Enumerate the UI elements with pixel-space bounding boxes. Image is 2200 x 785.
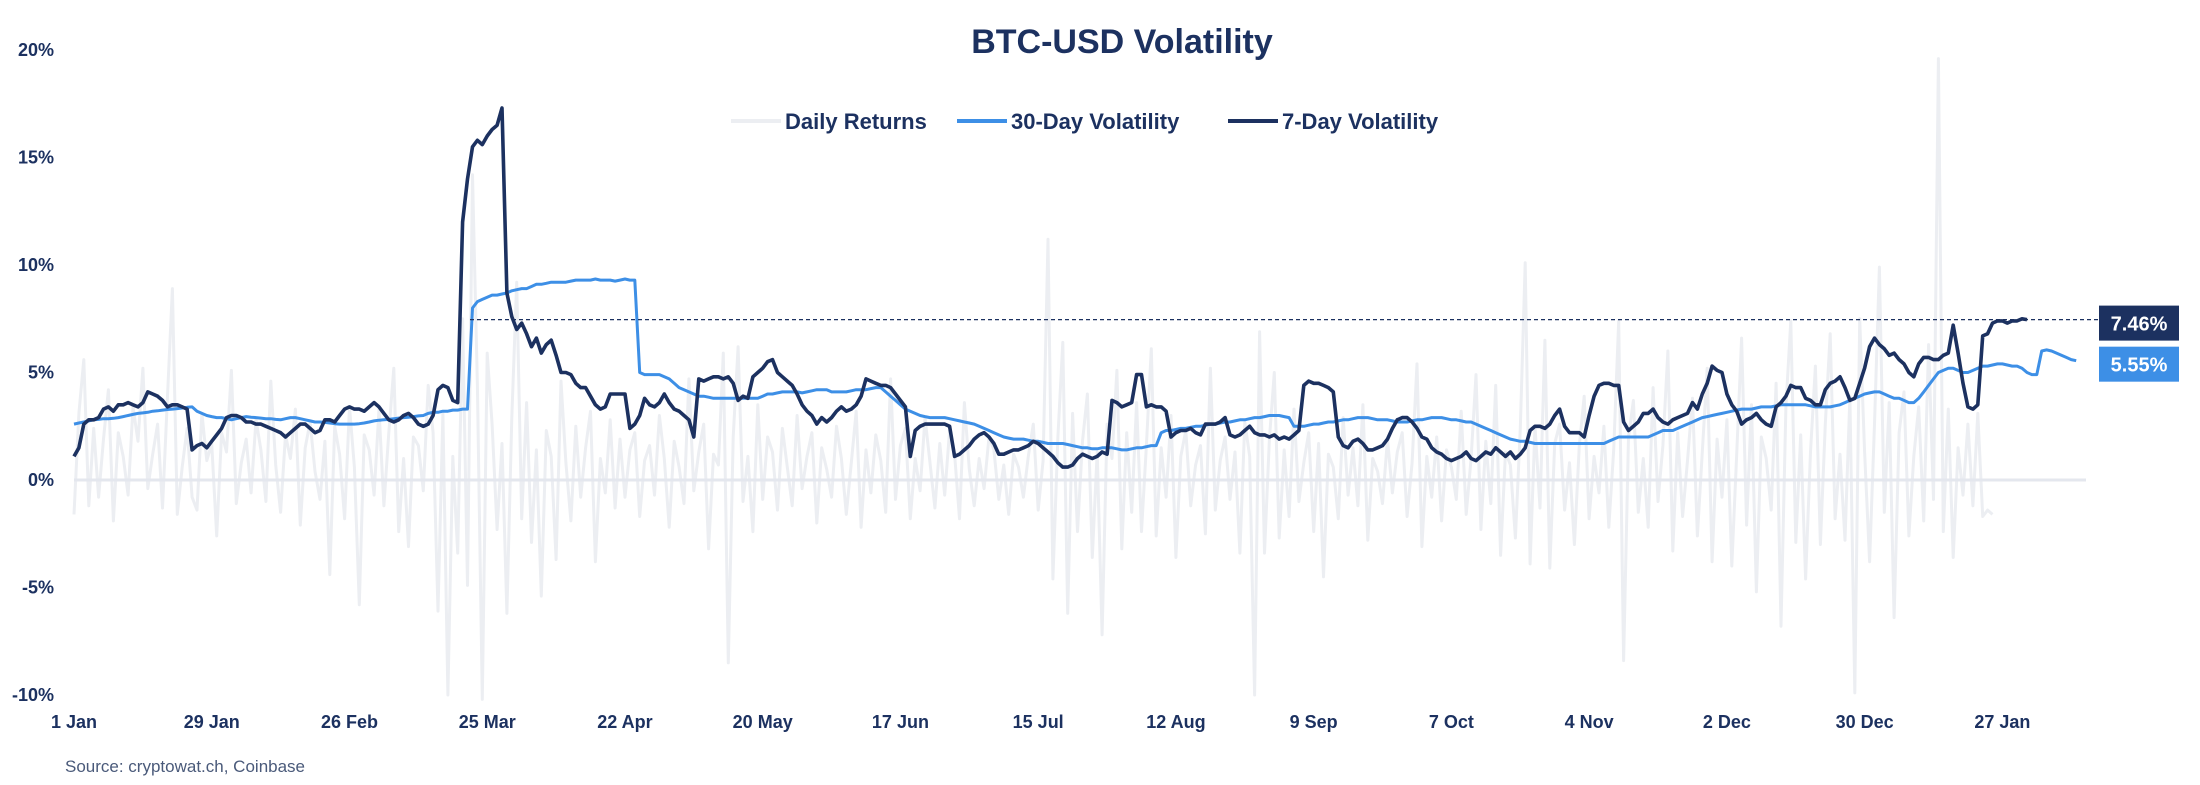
y-tick-label: 15% bbox=[18, 148, 54, 168]
y-tick-label: -10% bbox=[12, 685, 54, 705]
plot-area bbox=[72, 57, 2098, 701]
y-tick-label: -5% bbox=[22, 578, 54, 598]
x-tick-label: 29 Jan bbox=[184, 712, 240, 732]
x-tick-label: 4 Nov bbox=[1565, 712, 1614, 732]
x-tick-label: 7 Oct bbox=[1429, 712, 1474, 732]
x-tick-label: 15 Jul bbox=[1013, 712, 1064, 732]
last-value-badge bbox=[2099, 346, 2179, 382]
last-value-badge bbox=[2099, 305, 2179, 341]
legend: Daily Returns 30-Day Volatility 7-Day Vola… bbox=[731, 109, 1439, 134]
x-tick-label: 9 Sep bbox=[1290, 712, 1338, 732]
series-30-day-volatility-line bbox=[73, 277, 2077, 452]
x-tick-label: 1 Jan bbox=[51, 712, 97, 732]
x-tick-label: 26 Feb bbox=[321, 712, 378, 732]
source-note: Source: cryptowat.ch, Coinbase bbox=[65, 757, 305, 776]
x-tick-label: 2 Dec bbox=[1703, 712, 1751, 732]
y-tick-label: 10% bbox=[18, 255, 54, 275]
y-tick-label: 20% bbox=[18, 40, 54, 60]
legend-label: Daily Returns bbox=[785, 109, 927, 134]
y-axis: -10% -5% 0% 5% 10% 15% 20% bbox=[12, 40, 54, 705]
series-7-day-volatility-line bbox=[72, 106, 2028, 469]
x-tick-label: 12 Aug bbox=[1146, 712, 1205, 732]
x-tick-label: 25 Mar bbox=[459, 712, 516, 732]
series-daily-returns-line bbox=[72, 57, 1994, 701]
x-tick-label: 20 May bbox=[733, 712, 793, 732]
x-tick-label: 27 Jan bbox=[1974, 712, 2030, 732]
x-tick-label: 22 Apr bbox=[597, 712, 652, 732]
y-tick-label: 5% bbox=[28, 363, 54, 383]
last-value-labels: 7.46% 5.55% bbox=[2099, 305, 2179, 382]
x-tick-label: 17 Jun bbox=[872, 712, 929, 732]
y-tick-label: 0% bbox=[28, 470, 54, 490]
x-tick-label: 30 Dec bbox=[1836, 712, 1894, 732]
legend-label: 30-Day Volatility bbox=[1011, 109, 1180, 134]
chart-title: BTC-USD Volatility bbox=[971, 23, 1273, 61]
last-value-badge-text: 5.55% bbox=[2111, 355, 2168, 377]
last-value-badge-text: 7.46% bbox=[2111, 314, 2168, 336]
legend-label: 7-Day Volatility bbox=[1282, 109, 1439, 134]
x-axis: 1 Jan 29 Jan 26 Feb 25 Mar 22 Apr 20 May 17 Ju… bbox=[51, 712, 2030, 732]
